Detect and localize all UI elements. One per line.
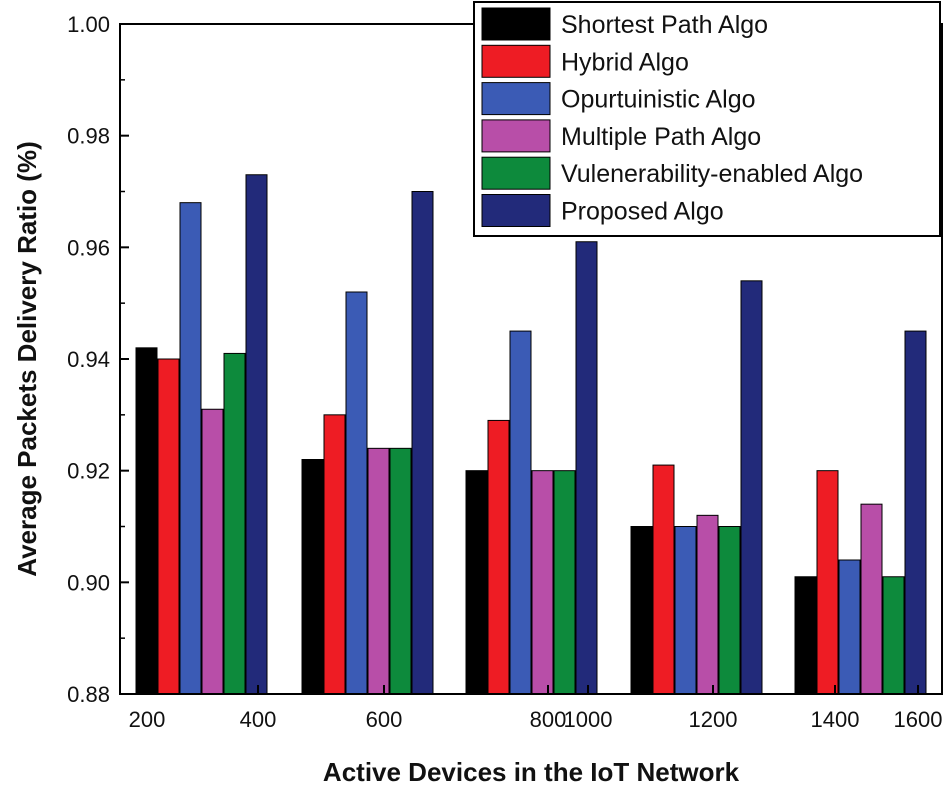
legend-swatch <box>481 7 551 41</box>
bar-vulenerability-enabled-algo-4 <box>718 526 741 695</box>
bar-vulenerability-enabled-algo-2 <box>389 447 412 695</box>
bar-proposed-algo-2 <box>411 191 434 695</box>
bar-vulenerability-enabled-algo-1 <box>223 352 246 695</box>
x-tick-label: 800 <box>530 707 567 732</box>
bar-proposed-algo-3 <box>575 241 598 695</box>
bar-multiple-path-algo-2 <box>367 447 390 695</box>
legend-label: Vulenerability-enabled Algo <box>561 160 863 188</box>
x-tick-label: 1200 <box>689 707 738 732</box>
y-tick-label: 0.90 <box>67 570 110 595</box>
bar-hybrid-algo-2 <box>323 414 346 695</box>
x-axis-title: Active Devices in the IoT Network <box>323 757 740 787</box>
bar-shortest-path-algo-3 <box>465 470 488 695</box>
y-tick-label: 0.98 <box>67 124 110 149</box>
bar-proposed-algo-4 <box>740 280 763 695</box>
legend-box <box>473 1 941 237</box>
y-tick-label: 0.88 <box>67 682 110 707</box>
bar-opurtuinistic-algo-1 <box>179 202 202 695</box>
y-axis-title: Average Packets Delivery Ratio (%) <box>12 141 42 576</box>
x-tick-label: 1600 <box>894 707 943 732</box>
bar-proposed-algo-5 <box>904 330 927 695</box>
legend-swatch <box>481 194 551 227</box>
bar-hybrid-algo-4 <box>652 464 675 695</box>
bar-multiple-path-algo-5 <box>860 503 883 695</box>
legend-label: Proposed Algo <box>561 198 724 226</box>
x-tick-label: 1400 <box>811 707 860 732</box>
legend-swatch <box>481 82 551 116</box>
legend-swatch <box>481 156 551 190</box>
bar-shortest-path-algo-5 <box>794 576 817 695</box>
legend-swatch <box>481 44 551 78</box>
bar-multiple-path-algo-4 <box>696 514 719 695</box>
legend-swatch <box>481 119 551 153</box>
bar-shortest-path-algo-2 <box>301 459 324 695</box>
legend-label: Hybrid Algo <box>561 48 689 76</box>
bars-layer <box>135 174 927 695</box>
x-tick-label: 1000 <box>564 707 613 732</box>
axes-layer: 0.88 0.90 0.92 0.94 0.96 0.98 1.00 200 400 600 800… <box>12 12 943 787</box>
y-tick-label: 0.96 <box>67 235 110 260</box>
bar-hybrid-algo-3 <box>487 419 510 695</box>
bar-vulenerability-enabled-algo-3 <box>553 470 576 695</box>
bar-opurtuinistic-algo-5 <box>838 559 861 695</box>
legend-label: Multiple Path Algo <box>561 123 761 151</box>
legend-label: Opurtuinistic Algo <box>561 86 756 114</box>
bar-hybrid-algo-1 <box>157 358 180 695</box>
bar-vulenerability-enabled-algo-5 <box>882 576 905 695</box>
bar-shortest-path-algo-4 <box>630 526 653 695</box>
bar-multiple-path-algo-1 <box>201 408 224 695</box>
bar-shortest-path-algo-1 <box>135 347 158 695</box>
bar-opurtuinistic-algo-4 <box>674 526 697 695</box>
x-tick-label: 600 <box>366 707 403 732</box>
legend: Shortest Path Algo Hybrid Algo Opurtuinist… <box>473 1 941 237</box>
bar-hybrid-algo-5 <box>816 470 839 695</box>
bar-opurtuinistic-algo-3 <box>509 330 532 695</box>
bar-proposed-algo-1 <box>245 174 268 695</box>
bar-multiple-path-algo-3 <box>531 470 554 695</box>
y-tick-label: 0.92 <box>67 459 110 484</box>
y-tick-label: 1.00 <box>67 12 110 37</box>
x-tick-label: 400 <box>240 707 277 732</box>
legend-label: Shortest Path Algo <box>561 11 768 39</box>
y-tick-label: 0.94 <box>67 347 110 372</box>
x-tick-label: 200 <box>129 707 166 732</box>
bar-opurtuinistic-algo-2 <box>345 291 368 695</box>
